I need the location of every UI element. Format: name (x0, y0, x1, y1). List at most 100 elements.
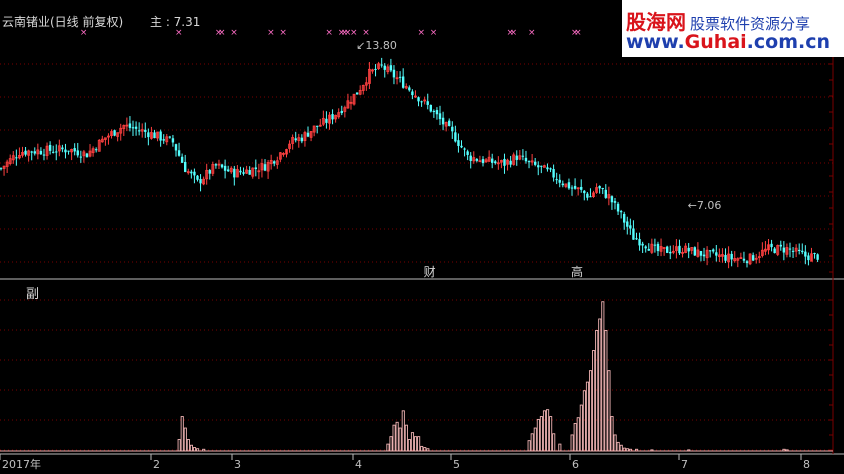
volume-bar (527, 440, 531, 452)
candle-body-down (113, 130, 116, 136)
volume-bar (616, 441, 620, 452)
candle-body-down (656, 243, 660, 252)
volume-bar (177, 439, 181, 452)
candle-body-down (509, 160, 512, 165)
volume-bar (180, 416, 184, 452)
candle-body-down (751, 255, 755, 261)
candle-body-down (223, 165, 227, 171)
volume-bar (423, 447, 427, 452)
volume-bar (595, 329, 599, 452)
candle-body-down (678, 245, 681, 254)
price-annotation: ↙13.80 (356, 39, 397, 52)
candle-body-down (693, 247, 697, 256)
candle-body-up (810, 253, 813, 262)
candle-body-up (349, 101, 353, 104)
candle-body-up (278, 152, 282, 160)
candle-body-up (607, 194, 611, 199)
candle-body-down (807, 255, 810, 261)
candle-body-up (500, 160, 503, 163)
candle-body-down (583, 190, 586, 194)
candle-body-down (708, 250, 712, 252)
signal-marker: × (574, 28, 582, 38)
candle-body-up (361, 84, 365, 91)
volume-bar (183, 427, 187, 452)
candle-body-down (411, 91, 414, 96)
candle-body-up (754, 257, 758, 260)
volume-bar (407, 439, 411, 452)
candle-body-down (647, 248, 650, 251)
watermark-url[interactable]: www.Guhai.com.cn (626, 31, 830, 53)
watermark-banner[interactable]: 股海网 股票软件资源分享 www.Guhai.com.cn (622, 0, 844, 57)
candle-body-up (395, 77, 399, 80)
candle-body-down (64, 149, 67, 153)
volume-bar (536, 418, 540, 452)
volume-bar (579, 404, 583, 452)
stock-title: 云南锗业(日线 前复权) (2, 15, 124, 29)
candle-body-down (669, 251, 672, 254)
volume-bar (426, 448, 430, 452)
candle-body-down (184, 161, 187, 172)
candle-body-down (779, 244, 782, 247)
candle-body-up (764, 248, 767, 252)
candle-body-up (21, 152, 24, 156)
x-tick-label: 8 (803, 458, 810, 471)
volume-bar (192, 447, 197, 452)
candle-body-up (70, 149, 74, 153)
candle-body-down (623, 213, 626, 223)
x-axis: 2017年 2 3 4 5 6 7 8 (0, 454, 810, 471)
candle-body-up (235, 169, 239, 178)
candle-body-down (791, 250, 795, 252)
price-series: ↙13.80 ←7.06 财 高 (0, 39, 819, 279)
signal-marker: × (528, 28, 536, 38)
x-tick-label: 7 (681, 458, 688, 471)
candle-body-up (705, 249, 709, 259)
volume-bar (782, 448, 786, 452)
candle-body-up (119, 127, 123, 134)
candle-body-down (616, 203, 620, 212)
candle-body-down (432, 110, 436, 112)
candle-body-up (757, 256, 761, 259)
candle-body-down (325, 118, 328, 123)
volume-bar (785, 449, 789, 452)
candle-body-up (478, 160, 482, 163)
signal-marker: × (341, 28, 349, 38)
volume-bar (558, 443, 562, 452)
candle-body-down (491, 158, 494, 163)
signal-marker: × (510, 28, 518, 38)
signal-marker: × (571, 28, 579, 38)
candle-body-down (242, 172, 245, 174)
signal-marker: × (267, 28, 275, 38)
candle-body-down (220, 164, 224, 168)
candle-body-up (346, 100, 350, 109)
candle-body-up (343, 107, 347, 112)
candle-body-up (681, 251, 684, 254)
candle-body-up (576, 187, 580, 190)
candle-body-up (318, 124, 322, 127)
candle-body-down (134, 126, 138, 129)
volume-bar (582, 390, 586, 452)
candle-body-down (712, 249, 715, 252)
candle-body-up (82, 151, 86, 157)
volume-bar (386, 443, 390, 452)
volume-bar (196, 448, 200, 452)
candle-body-up (122, 125, 126, 129)
candle-body-up (404, 86, 408, 89)
candle-body-up (312, 125, 316, 133)
candle-body-down (355, 92, 359, 95)
candle-body-down (494, 161, 497, 164)
candle-body-down (429, 104, 432, 112)
candle-body-up (269, 159, 273, 165)
candle-body-up (721, 254, 724, 257)
candle-body-down (67, 150, 70, 152)
candle-body-down (537, 165, 540, 168)
candle-body-up (367, 68, 371, 84)
x-tick-label: 4 (355, 458, 362, 471)
candle-body-down (515, 155, 518, 160)
candle-body-down (300, 137, 304, 142)
candle-body-up (733, 258, 737, 262)
volume-bar (687, 449, 691, 452)
candle-body-down (420, 101, 423, 103)
candle-body-up (251, 167, 255, 177)
watermark-slogan: 股票软件资源分享 (690, 15, 811, 33)
